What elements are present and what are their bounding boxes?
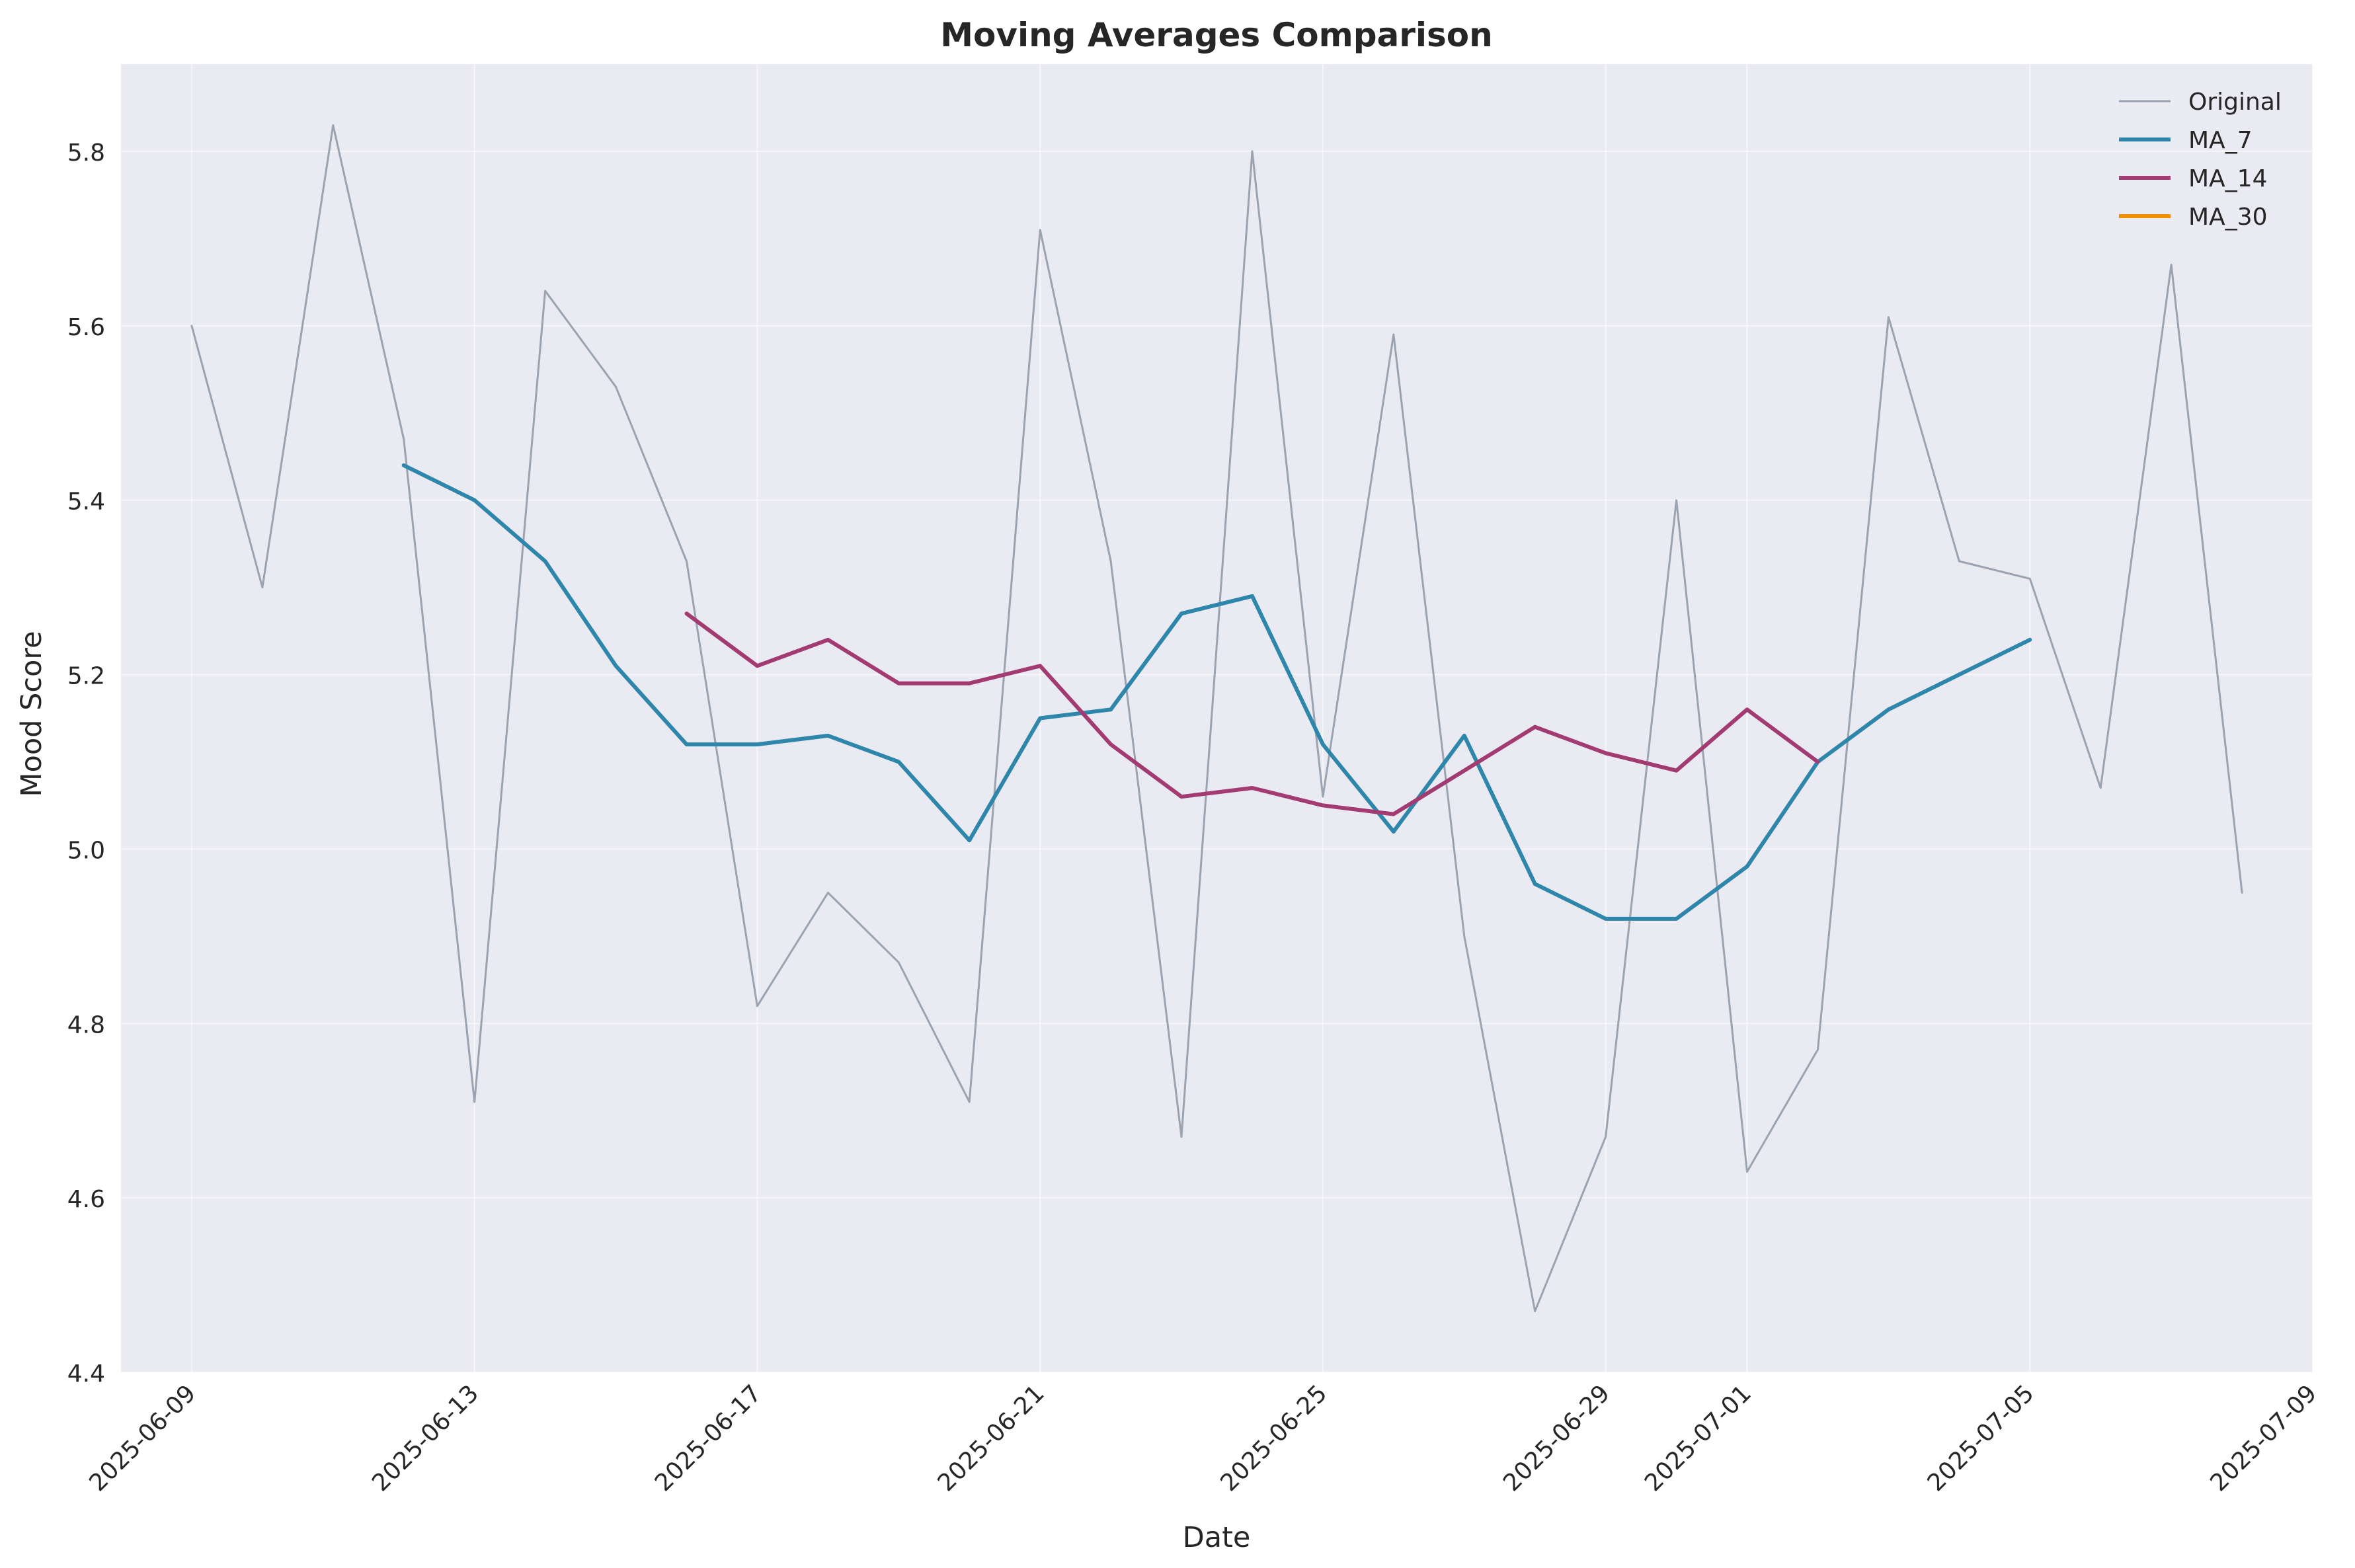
y-tick-label: 5.0 [67, 837, 105, 864]
series-line-ma-14 [684, 611, 1820, 816]
plot-area-background [121, 64, 2313, 1372]
series-line-ma-7 [401, 463, 2032, 921]
x-axis-label: Date [1183, 1521, 1251, 1554]
legend: Original MA_7 MA_14 MA_30 [2119, 89, 2282, 231]
grid-lines [121, 64, 2313, 1373]
y-tick-label: 5.4 [67, 489, 105, 516]
series-line-original [190, 124, 2243, 1313]
y-tick-label: 4.4 [67, 1360, 105, 1388]
y-tick-label: 4.6 [67, 1186, 105, 1213]
series-lines [190, 124, 2243, 1313]
legend-label: MA_30 [2188, 204, 2268, 231]
y-axis: 4.4 4.6 4.8 5.0 5.2 5.4 5.6 5.8 [67, 139, 105, 1388]
y-axis-label: Mood Score [15, 631, 48, 797]
legend-label: MA_14 [2188, 165, 2268, 192]
y-tick-label: 5.2 [67, 663, 105, 690]
y-tick-label: 4.8 [67, 1011, 105, 1039]
y-tick-label: 5.8 [67, 139, 105, 167]
y-tick-label: 5.6 [67, 314, 105, 341]
chart-title: Moving Averages Comparison [940, 16, 1493, 54]
legend-label: MA_7 [2188, 127, 2253, 154]
legend-label: Original [2188, 89, 2282, 116]
